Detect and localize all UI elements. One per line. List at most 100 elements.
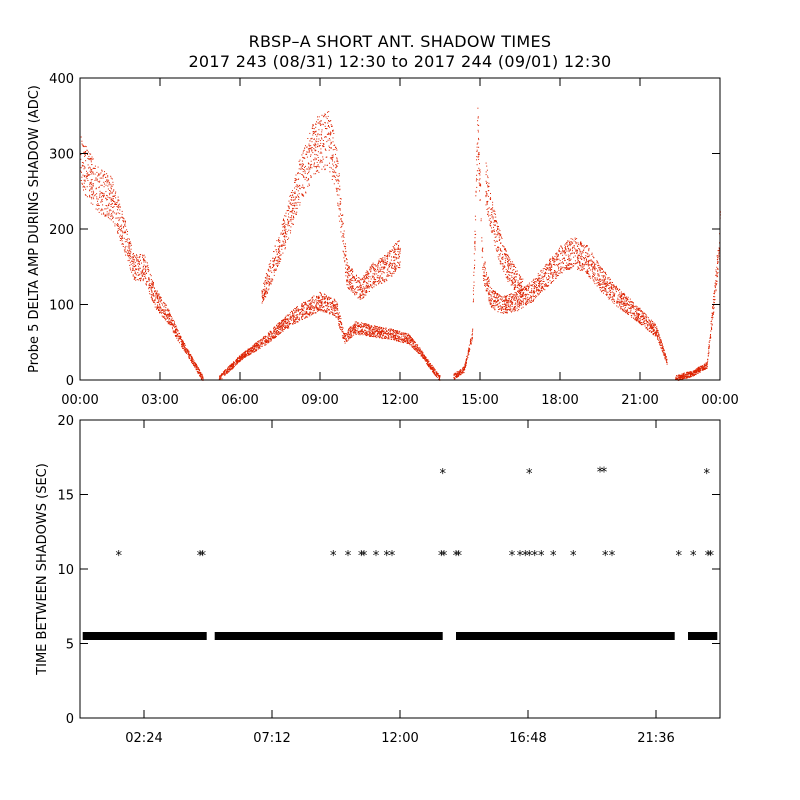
data-point [127, 254, 128, 256]
data-point [475, 195, 477, 197]
data-point [320, 299, 322, 301]
data-point [316, 304, 318, 306]
data-point [317, 307, 319, 309]
data-point [321, 152, 323, 154]
data-point [89, 159, 91, 161]
data-point [156, 290, 158, 292]
data-point [278, 252, 279, 254]
data-point [128, 243, 130, 245]
data-point [251, 351, 253, 353]
data-point [158, 306, 160, 308]
data-point [274, 335, 276, 337]
data-point [366, 291, 368, 293]
data-point [391, 330, 393, 332]
data-point [244, 356, 245, 358]
data-point [426, 361, 428, 362]
data-point [287, 223, 289, 225]
data-point [329, 171, 331, 173]
data-point [343, 253, 345, 255]
data-point [154, 290, 156, 292]
data-point [291, 222, 293, 224]
data-point [302, 174, 303, 176]
data-point [402, 332, 404, 334]
data-point [336, 174, 338, 176]
data-point [396, 336, 398, 338]
data-point [233, 361, 235, 363]
data-point [459, 370, 461, 372]
data-point [96, 198, 98, 200]
data-point [224, 369, 226, 371]
data-point [119, 225, 121, 227]
data-point [158, 301, 159, 303]
data-point [92, 196, 94, 198]
data-point [279, 324, 281, 325]
data-point [176, 327, 178, 329]
data-point [295, 178, 297, 180]
data-point [390, 336, 392, 338]
data-point [352, 328, 354, 330]
data-point [196, 366, 198, 367]
data-point [386, 332, 388, 334]
data-point [372, 264, 374, 266]
data-point [92, 167, 94, 169]
data-point [171, 322, 173, 324]
data-point [107, 180, 109, 182]
data-point [382, 279, 384, 280]
data-point [350, 286, 352, 288]
data-point [473, 298, 474, 300]
data-point [226, 369, 228, 371]
data-point [168, 321, 170, 323]
data-point [389, 263, 391, 265]
data-point [328, 120, 329, 121]
data-point [294, 210, 295, 212]
data-point [367, 327, 369, 329]
data-point [133, 257, 134, 259]
data-point [391, 256, 392, 258]
data-point [184, 348, 186, 350]
data-point [295, 214, 297, 215]
data-point [394, 251, 396, 253]
data-point [328, 145, 330, 147]
data-point [296, 204, 298, 206]
data-point [230, 367, 232, 369]
data-point [154, 291, 156, 293]
data-point [367, 282, 369, 284]
data-point [357, 325, 359, 327]
data-point [179, 342, 180, 344]
data-point [381, 330, 383, 332]
data-point [276, 333, 278, 335]
data-point [374, 329, 376, 331]
data-point [95, 177, 97, 179]
data-point [329, 162, 330, 164]
data-point [330, 147, 332, 149]
data-point [375, 284, 377, 286]
data-point [131, 256, 133, 258]
data-point [380, 271, 382, 273]
data-point [285, 233, 287, 235]
data-point [125, 251, 127, 253]
data-point [92, 172, 94, 174]
data-point [89, 182, 91, 184]
data-point [394, 265, 396, 267]
data-point [293, 215, 294, 217]
data-point [339, 220, 341, 222]
data-point [284, 220, 285, 222]
data-point [305, 303, 307, 305]
data-point [305, 165, 306, 167]
data-point [108, 205, 110, 207]
data-point [396, 333, 398, 335]
data-point [359, 324, 361, 326]
data-point [458, 372, 460, 374]
data-point [396, 257, 398, 259]
data-point [394, 244, 395, 246]
data-point [191, 356, 193, 358]
data-point [337, 204, 339, 206]
data-point [82, 145, 84, 147]
data-point [359, 332, 361, 334]
data-point [145, 271, 146, 272]
data-point [471, 337, 473, 339]
data-point [368, 328, 370, 329]
data-point [274, 259, 275, 261]
data-point [305, 192, 307, 194]
data-point [354, 331, 356, 333]
